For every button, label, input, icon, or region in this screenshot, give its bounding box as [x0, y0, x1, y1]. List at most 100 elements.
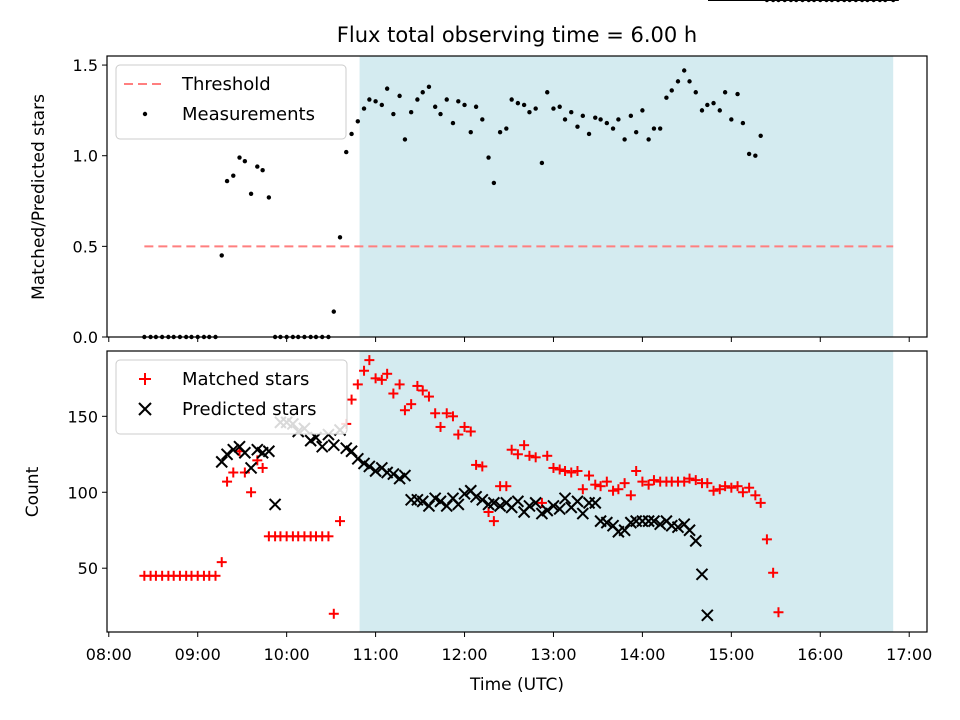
- y-axis-label-count: Count: [23, 466, 43, 517]
- data-point: [631, 465, 642, 476]
- data-point: [664, 95, 669, 100]
- legend: Matched stars Predicted stars: [115, 359, 348, 435]
- data-point: [610, 126, 616, 131]
- data-point: [438, 111, 443, 117]
- data-point: [509, 97, 514, 102]
- data-point: [469, 490, 483, 504]
- data-point: [601, 476, 612, 487]
- data-point: [420, 90, 425, 95]
- data-point: [219, 253, 224, 258]
- data-point: [379, 102, 385, 108]
- data-point: [699, 108, 705, 113]
- data-point: [625, 490, 636, 501]
- data-point: [651, 126, 657, 131]
- x-tick-label: 16:00: [797, 645, 843, 664]
- data-point: [398, 469, 412, 482]
- marker-stroke: [683, 524, 696, 537]
- data-point: [600, 516, 614, 529]
- marker-stroke: [233, 440, 246, 453]
- legend-swatch: [142, 111, 148, 117]
- marker-stroke: [469, 490, 483, 504]
- data-point: [402, 137, 408, 142]
- data-point: [367, 97, 372, 102]
- data-point: [527, 110, 532, 115]
- data-point: [228, 467, 239, 478]
- marker-stroke: [571, 495, 584, 508]
- data-point: [657, 126, 663, 131]
- data-point: [216, 557, 227, 568]
- data-point: [476, 493, 489, 507]
- data-point: [753, 153, 758, 158]
- data-point: [477, 461, 488, 472]
- data-point: [391, 111, 396, 117]
- data-point: [689, 534, 702, 548]
- marker-stroke: [363, 460, 376, 473]
- data-point: [238, 446, 252, 459]
- data-point: [566, 467, 577, 478]
- data-point: [616, 117, 621, 122]
- marker-stroke: [493, 499, 507, 513]
- data-point: [452, 498, 465, 511]
- data-point: [394, 379, 405, 390]
- data-point: [683, 524, 696, 537]
- data-point: [468, 129, 473, 135]
- data-point: [434, 495, 447, 508]
- data-point: [412, 380, 423, 391]
- marker-stroke: [220, 448, 234, 461]
- data-point: [575, 124, 580, 129]
- data-point: [416, 495, 429, 508]
- marker-stroke: [606, 519, 620, 532]
- data-point: [349, 131, 354, 137]
- marker-stroke: [345, 445, 358, 458]
- data-point: [584, 470, 595, 481]
- data-point: [432, 104, 438, 109]
- data-point: [530, 452, 541, 463]
- data-point: [387, 467, 400, 481]
- data-point: [376, 374, 387, 385]
- data-point: [744, 482, 755, 493]
- marker-stroke: [642, 514, 655, 528]
- legend-swatch: [138, 402, 152, 416]
- legend-label: Threshold: [181, 74, 271, 95]
- data-point: [373, 99, 378, 104]
- data-point: [746, 151, 752, 157]
- marker-stroke: [268, 498, 282, 511]
- marker-stroke: [647, 514, 661, 528]
- data-point: [363, 460, 376, 473]
- data-point: [669, 88, 674, 93]
- y-tick-label: 0.5: [73, 237, 98, 256]
- data-point: [328, 608, 339, 619]
- data-point: [352, 379, 363, 390]
- data-point: [462, 102, 467, 108]
- data-point: [553, 502, 566, 516]
- data-point: [506, 444, 517, 455]
- data-point: [558, 492, 572, 505]
- marker-stroke: [428, 492, 442, 505]
- data-point: [722, 90, 728, 95]
- data-point: [750, 490, 761, 501]
- data-point: [408, 110, 414, 115]
- legend-swatch: [139, 373, 151, 385]
- marker-stroke: [576, 507, 590, 520]
- data-point: [548, 462, 559, 473]
- data-point: [417, 385, 428, 396]
- x-tick-label: 08:00: [86, 645, 132, 664]
- data-point: [693, 90, 698, 95]
- data-point: [399, 405, 410, 416]
- data-point: [679, 476, 690, 487]
- marker-stroke: [558, 492, 572, 505]
- marker-stroke: [529, 496, 542, 510]
- marker-stroke: [238, 446, 252, 459]
- data-point: [569, 110, 574, 115]
- data-point: [735, 91, 740, 97]
- data-point: [595, 481, 606, 492]
- legend-label: Measurements: [182, 104, 315, 125]
- data-point: [647, 514, 661, 528]
- data-point: [545, 90, 550, 95]
- series-plus: [139, 0, 899, 619]
- data-point: [497, 129, 503, 135]
- marker-stroke: [251, 443, 264, 456]
- data-point: [465, 426, 476, 437]
- data-point: [231, 173, 236, 178]
- observing-window-shade: [359, 56, 894, 337]
